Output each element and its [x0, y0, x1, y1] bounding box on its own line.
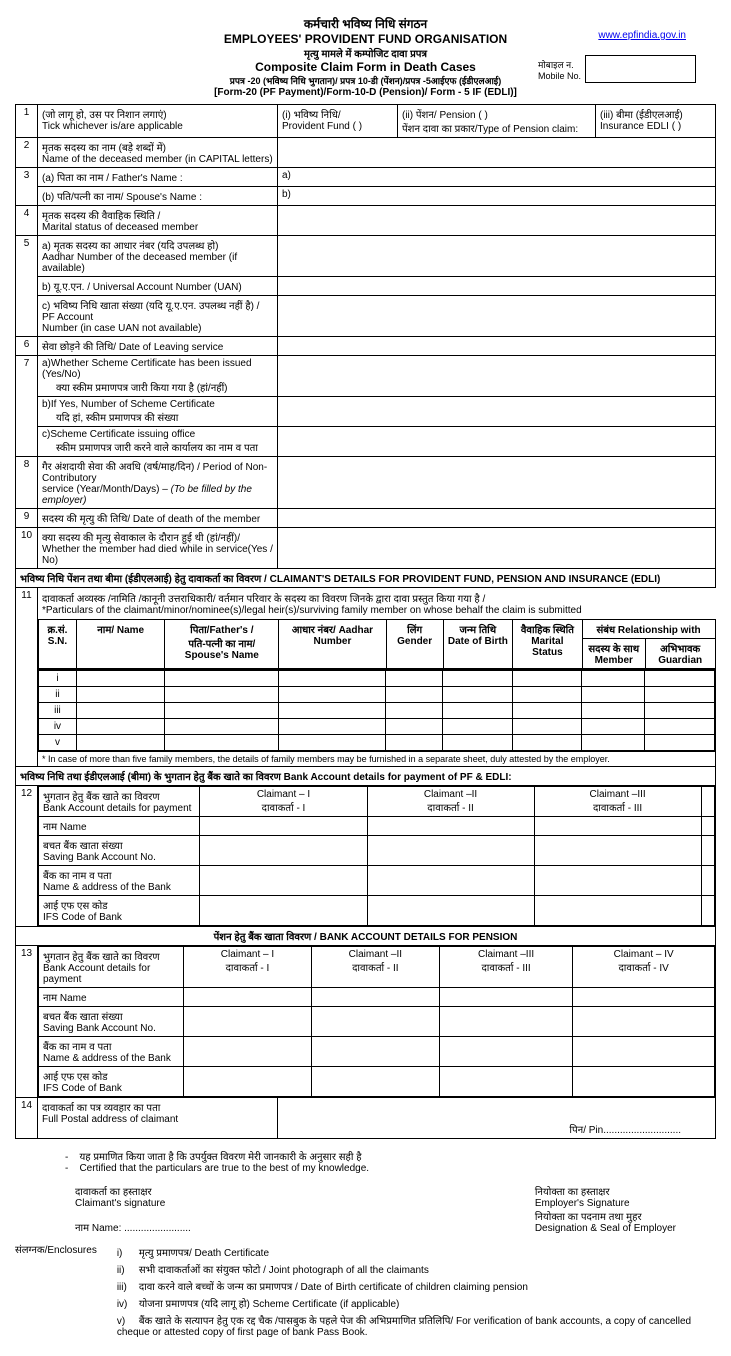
section-12-header: भविष्य निधि तथा ईडीएलआई (बीमा) के भुगतान… [16, 767, 716, 786]
website-link[interactable]: www.epfindia.gov.in [598, 30, 686, 41]
section-13-header: पेंशन हेतु बैंक खाता विवरण / BANK ACCOUN… [16, 927, 716, 946]
enclosures-list: i)मृत्यु प्रमाणपत्र/ Death Certificateii… [117, 1242, 716, 1341]
footer: - यह प्रमाणित किया जाता है कि उपर्युक्त … [15, 1149, 716, 1341]
section-11-header: भविष्य निधि पेंशन तथा बीमा (ईडीएलआई) हेत… [16, 569, 716, 588]
claimant-table: क्र.सं. S.N. नाम/ Name पिता/Father's /पत… [38, 619, 716, 669]
bank-pension-table: भुगतान हेतु बैंक खाते का विवरणBank Accou… [38, 946, 715, 1097]
bank-pf-table: भुगतान हेतु बैंक खाते का विवरणBank Accou… [38, 786, 715, 926]
main-form-table: 1 (जो लागू हो, उस पर निशान लगाएं)Tick wh… [15, 104, 716, 1139]
mobile-box: मोबाइल न.Mobile No. [534, 55, 696, 83]
